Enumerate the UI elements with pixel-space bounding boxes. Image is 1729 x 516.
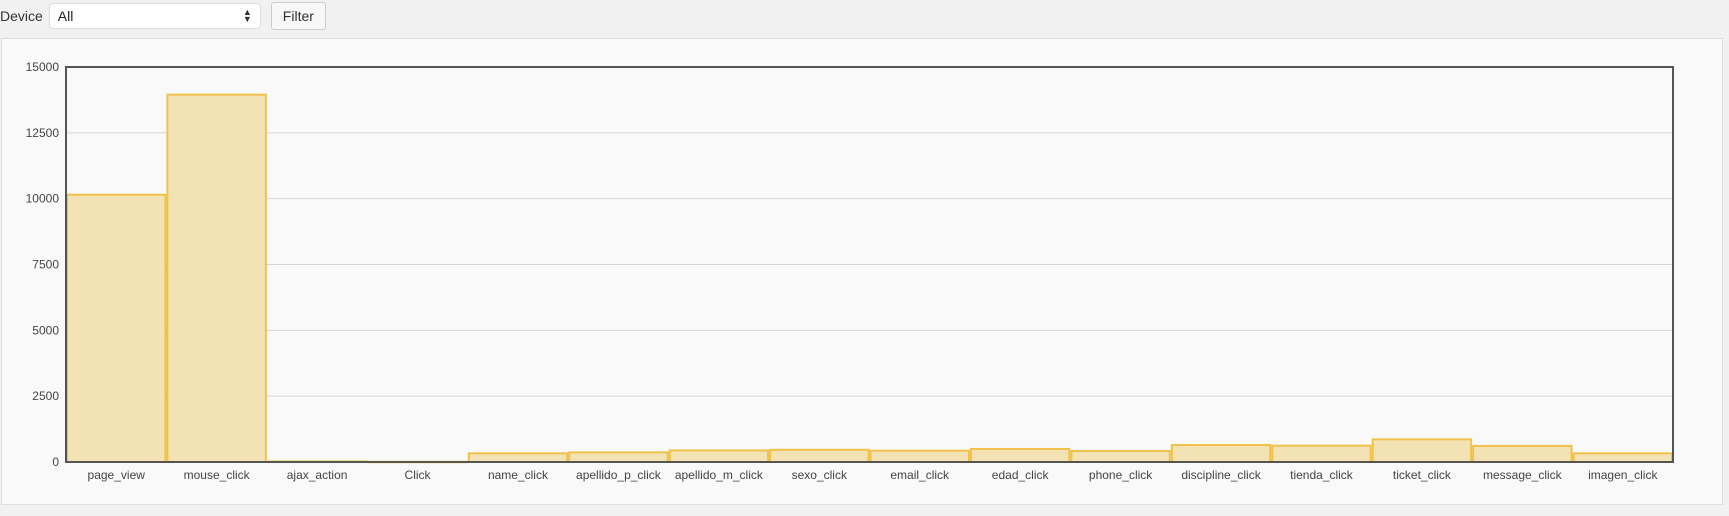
y-tick-label: 5000 (32, 323, 59, 337)
bar-message_click (1472, 444, 1573, 464)
x-tick-label: Click (405, 468, 432, 482)
bar-sexo_click (769, 448, 870, 464)
x-tick-label: mouse_click (184, 468, 251, 482)
x-tick-label: apellido_m_click (675, 468, 764, 482)
device-label: Device (0, 8, 43, 24)
bar-apellido_m_click (668, 449, 770, 463)
bar-page_view (66, 193, 167, 463)
y-tick-label: 2500 (32, 389, 59, 403)
y-tick-label: 12500 (26, 126, 60, 140)
x-tick-label: name_click (488, 468, 549, 482)
x-tick-label: imagen_click (1588, 468, 1658, 482)
select-arrows-icon: ▲ ▼ (242, 7, 252, 24)
bar-name_click (467, 452, 569, 463)
filter-toolbar: Device All ▲ ▼ Filter (0, 2, 326, 30)
x-tick-label: apellido_p_click (576, 468, 662, 482)
x-tick-label: tienda_click (1290, 468, 1354, 482)
y-tick-label: 7500 (32, 258, 59, 272)
plot-frame (65, 66, 1674, 463)
bar-apellido_p_click (568, 451, 669, 464)
device-select-value: All (57, 8, 74, 24)
x-tick-label: email_click (890, 468, 950, 482)
x-tick-label: discipline_click (1181, 468, 1261, 482)
chart-panel: 0 2500 5000 7500 10000 12500 15000 page_view mou… (1, 38, 1723, 505)
x-tick-label: phone_click (1089, 468, 1153, 482)
x-tick-label: message_click (1483, 468, 1563, 482)
bar-edad_click (969, 447, 1071, 463)
x-tick-label: ticket_click (1393, 468, 1452, 482)
bar-ticket_click (1371, 438, 1473, 463)
bar-phone_click (1070, 449, 1171, 464)
y-tick-label: 0 (52, 455, 59, 469)
y-tick-label: 15000 (26, 60, 60, 74)
bar-chart: 0 2500 5000 7500 10000 12500 15000 page_view mou… (26, 60, 1674, 482)
x-tick-label: ajax_action (287, 468, 348, 482)
x-tick-label: edad_click (992, 468, 1050, 482)
x-tick-label: page_view (88, 468, 146, 482)
bar-mouse_click (166, 93, 267, 464)
bar-tienda_click (1271, 444, 1372, 464)
device-select[interactable]: All ▲ ▼ (48, 3, 261, 29)
y-tick-label: 10000 (26, 192, 60, 206)
filter-button[interactable]: Filter (270, 2, 326, 30)
bar-imagen_click (1572, 452, 1673, 463)
bar-email_click (869, 449, 970, 463)
bar-discipline_click (1170, 444, 1272, 464)
x-tick-label: sexo_click (792, 468, 848, 482)
